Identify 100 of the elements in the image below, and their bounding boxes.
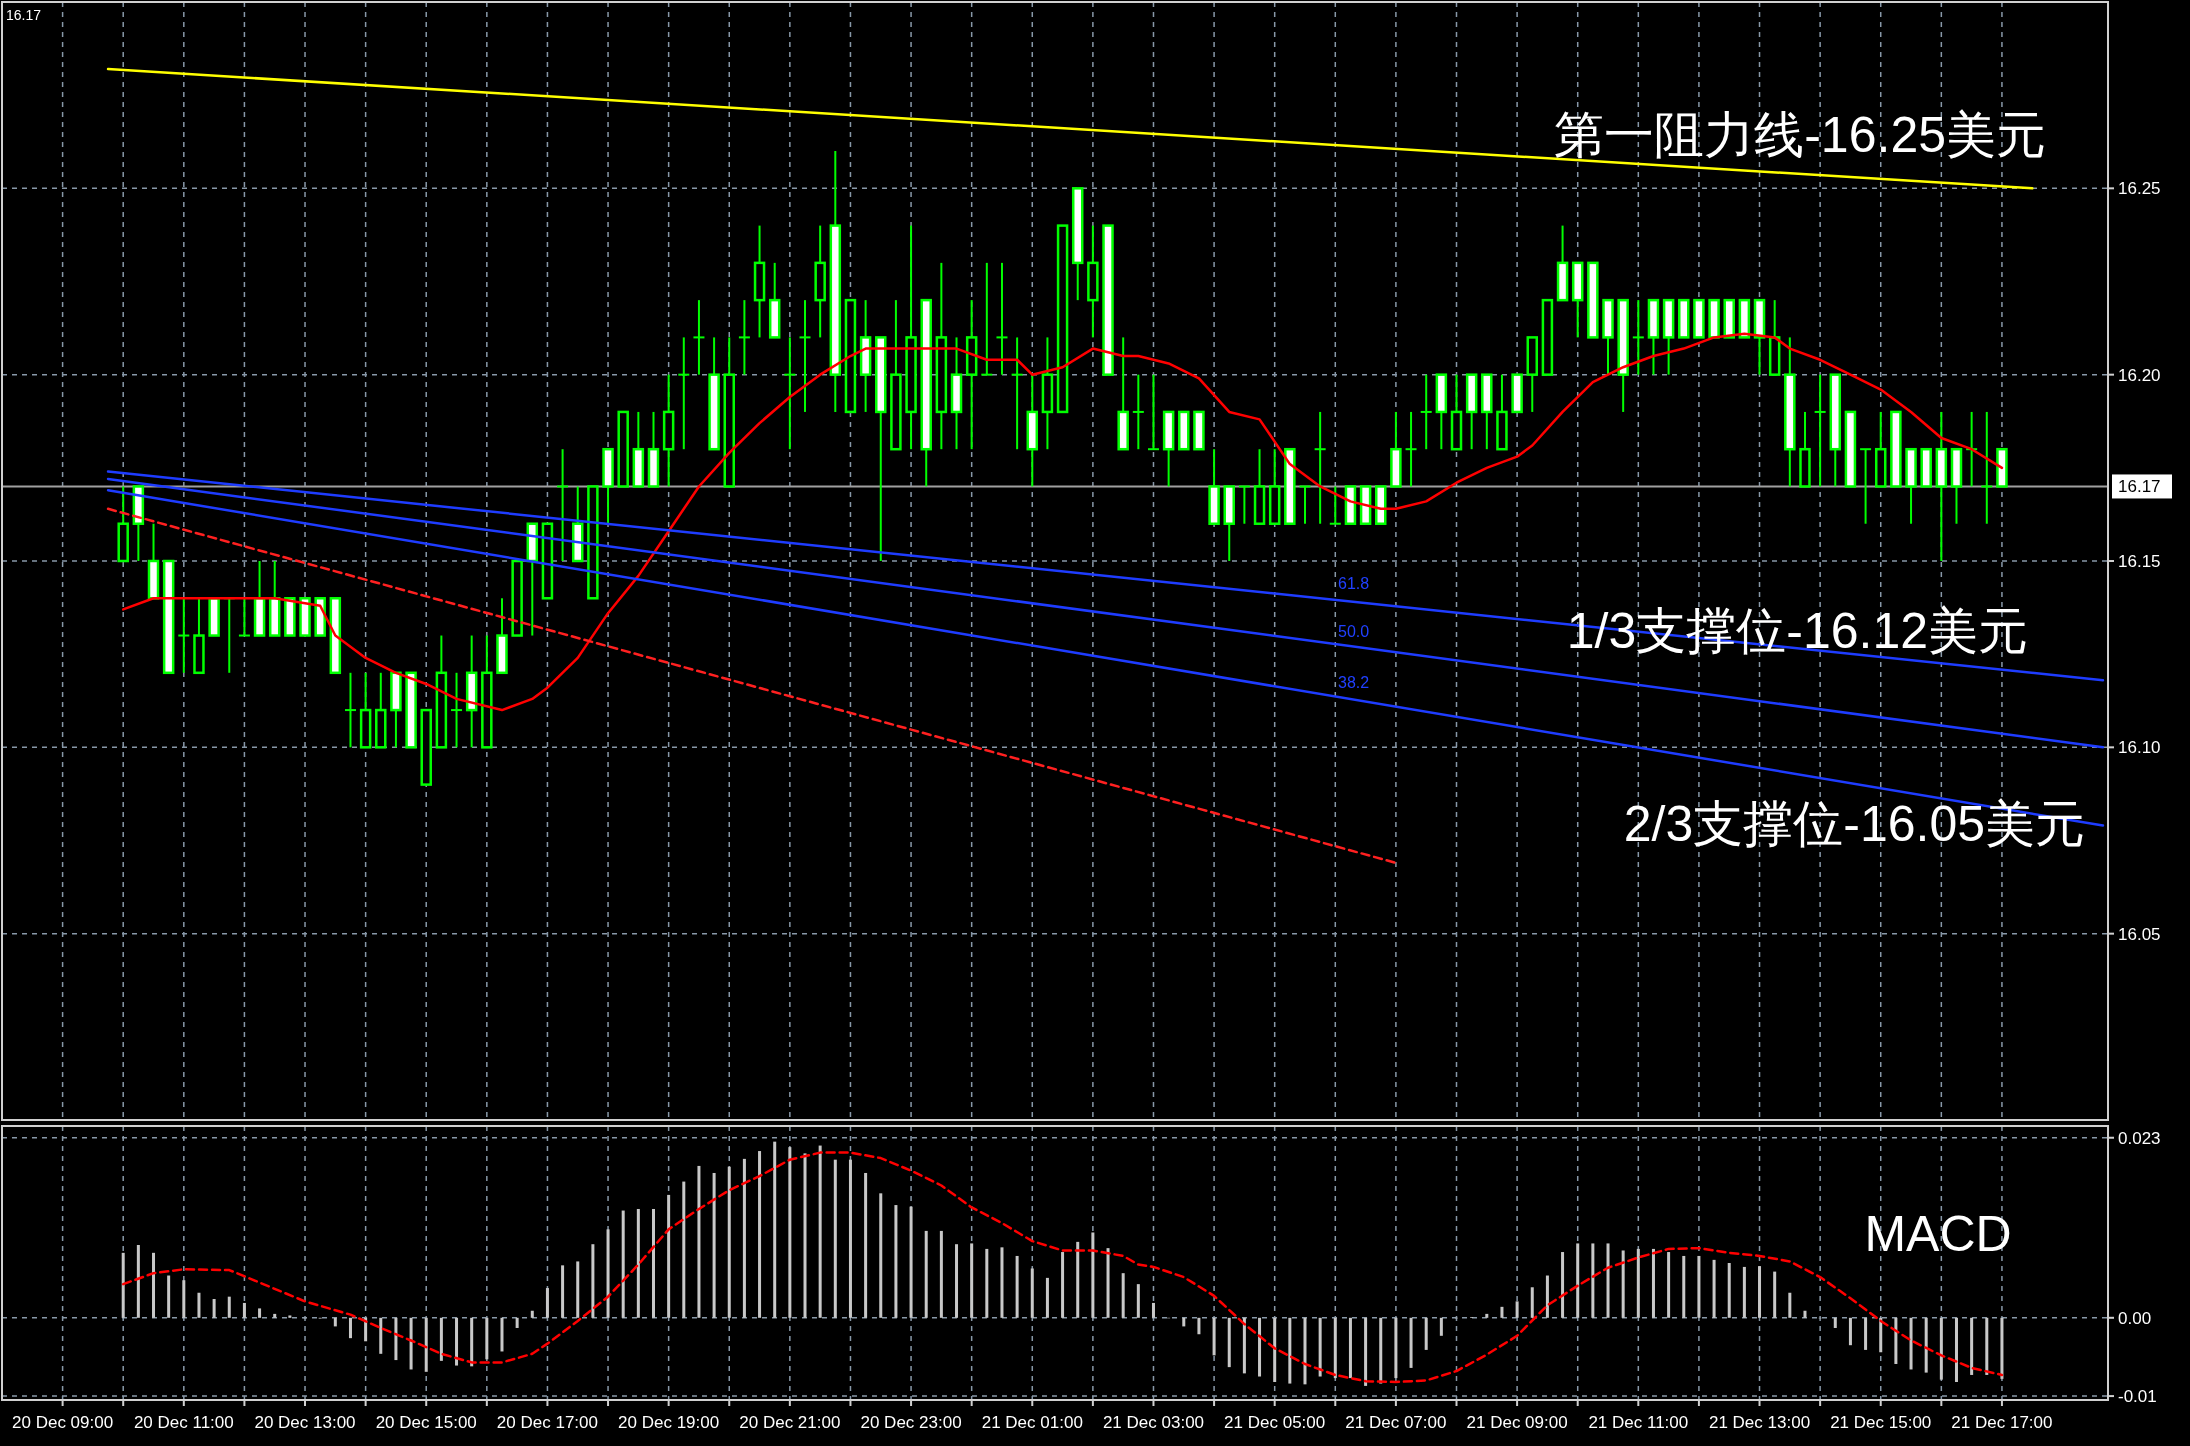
bar xyxy=(1288,1317,1292,1384)
bar xyxy=(848,1159,852,1318)
bar xyxy=(894,1205,898,1318)
bar xyxy=(1212,1317,1216,1356)
x-tick-label: 21 Dec 07:00 xyxy=(1345,1413,1447,1432)
candlestick xyxy=(677,336,691,451)
bar xyxy=(1106,1248,1110,1318)
ref-line-label: 16.17 xyxy=(2118,477,2161,497)
y-tick-label: 16.20 xyxy=(2118,365,2161,385)
bar xyxy=(1621,1250,1625,1318)
bar xyxy=(1788,1292,1792,1318)
bar xyxy=(1045,1277,1049,1318)
bar xyxy=(1258,1317,1262,1377)
bar xyxy=(500,1317,504,1352)
bar xyxy=(227,1296,231,1318)
candlestick xyxy=(450,671,464,749)
bar xyxy=(1318,1317,1322,1377)
bar xyxy=(636,1208,640,1318)
bar xyxy=(485,1317,489,1360)
bar xyxy=(1864,1317,1868,1350)
candlestick xyxy=(556,448,570,562)
bar xyxy=(197,1292,201,1318)
candlestick xyxy=(692,299,706,376)
bar xyxy=(530,1310,534,1318)
candlestick xyxy=(737,299,751,376)
bar xyxy=(288,1315,292,1318)
bar xyxy=(2000,1317,2004,1379)
bar xyxy=(864,1172,868,1318)
annotation: MACD xyxy=(1864,1206,2012,1262)
bar xyxy=(424,1317,428,1372)
bar xyxy=(167,1275,171,1318)
bar xyxy=(1348,1317,1352,1379)
y-tick-label: -0.01 xyxy=(2118,1387,2157,1407)
bar xyxy=(439,1317,443,1361)
annotation: 50.0 xyxy=(1338,623,1370,640)
bar xyxy=(652,1208,655,1318)
bar xyxy=(1061,1252,1065,1318)
bar xyxy=(394,1317,398,1361)
bar xyxy=(545,1288,549,1318)
bar xyxy=(818,1145,822,1318)
bar xyxy=(242,1302,246,1318)
y-tick-label: 16.10 xyxy=(2118,738,2161,758)
bar xyxy=(1136,1284,1140,1318)
bar xyxy=(667,1194,671,1318)
bar xyxy=(697,1165,701,1318)
candlestick xyxy=(783,336,797,451)
y-tick-label: 0.00 xyxy=(2118,1308,2152,1328)
bar xyxy=(1606,1243,1610,1318)
candlestick xyxy=(1328,485,1342,525)
candlestick xyxy=(1859,448,1873,525)
y-tick-label: 16.05 xyxy=(2118,924,2161,944)
bar xyxy=(1227,1317,1231,1368)
bar xyxy=(1985,1317,1989,1375)
x-tick-label: 21 Dec 17:00 xyxy=(1951,1413,2053,1432)
bar xyxy=(1697,1255,1701,1318)
bar xyxy=(1848,1317,1852,1346)
bar xyxy=(348,1317,352,1339)
candlestick xyxy=(1237,485,1251,525)
bar xyxy=(1242,1317,1246,1374)
bar xyxy=(788,1147,792,1318)
x-tick-label: 20 Dec 15:00 xyxy=(375,1413,477,1432)
bar xyxy=(1409,1317,1413,1368)
x-tick-label: 20 Dec 11:00 xyxy=(133,1413,234,1432)
bar xyxy=(576,1261,580,1318)
bar xyxy=(136,1244,140,1318)
bar xyxy=(924,1230,928,1318)
bar xyxy=(1924,1317,1928,1373)
bar xyxy=(1545,1275,1549,1318)
y-tick-label: 16.15 xyxy=(2118,552,2161,571)
x-tick-label: 21 Dec 05:00 xyxy=(1224,1413,1326,1432)
bar xyxy=(1394,1317,1398,1379)
bar xyxy=(1879,1317,1883,1353)
bar xyxy=(1439,1317,1443,1336)
x-tick-label: 20 Dec 17:00 xyxy=(496,1413,599,1432)
bar xyxy=(955,1244,959,1318)
annotation: 16.17 xyxy=(6,7,42,23)
bar xyxy=(939,1230,943,1318)
bar xyxy=(1091,1232,1095,1318)
bar xyxy=(1197,1317,1201,1335)
bar xyxy=(515,1317,519,1328)
candlestick xyxy=(1298,485,1312,525)
candlestick xyxy=(1980,410,1994,525)
bar xyxy=(561,1265,565,1318)
candlestick xyxy=(1313,410,1327,525)
x-tick-label: 21 Dec 09:00 xyxy=(1466,1413,1568,1432)
bar xyxy=(1182,1317,1186,1327)
candlestick xyxy=(980,261,994,376)
bar xyxy=(1833,1317,1837,1328)
candlestick xyxy=(798,299,812,413)
bar xyxy=(1000,1247,1004,1318)
bar xyxy=(1500,1306,1504,1318)
bar xyxy=(1651,1248,1655,1318)
bar xyxy=(1121,1273,1125,1318)
annotation: 38.2 xyxy=(1338,674,1370,691)
bar xyxy=(258,1308,262,1318)
bar xyxy=(182,1280,186,1318)
annotation: 第一阻力线-16.25美元 xyxy=(1554,107,2046,163)
bar xyxy=(591,1244,595,1318)
candlestick xyxy=(1419,373,1433,451)
candlestick xyxy=(177,597,191,674)
